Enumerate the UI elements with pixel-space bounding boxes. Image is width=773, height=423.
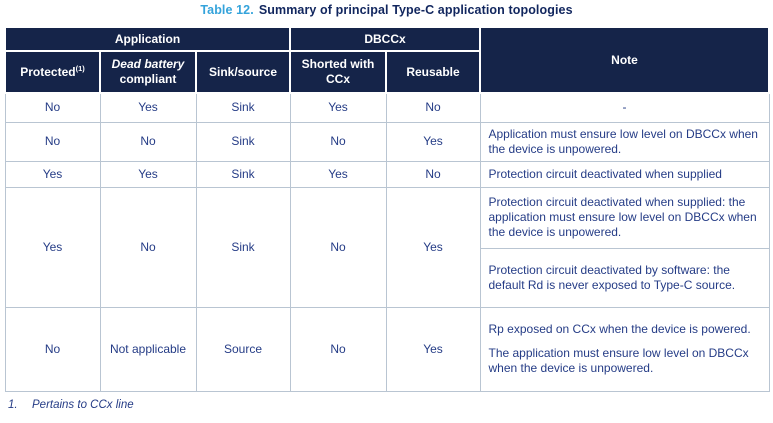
- cell-reusable: Yes: [385, 186, 481, 308]
- table-row: Protection circuit deactivated by softwa…: [5, 247, 770, 308]
- cell-note: Protection circuit deactivated by softwa…: [479, 247, 770, 308]
- col-group-dbccx: DBCCx: [289, 26, 481, 52]
- table-number-label: Table 12.: [200, 3, 254, 17]
- col-group-application: Application: [4, 26, 291, 52]
- table-row: No Not applicable Source No Yes Rp expos…: [4, 306, 770, 392]
- table-title: Table 12. Summary of principal Type-C app…: [0, 0, 773, 17]
- table-footnote: 1. Pertains to CCx line: [8, 399, 773, 411]
- cell-protected: Yes: [4, 186, 101, 308]
- cell-dead-battery: Not applicable: [99, 306, 197, 392]
- footnote-ref-1: (1): [75, 63, 85, 73]
- note-paragraph: Rp exposed on CCx when the device is pow…: [488, 322, 751, 336]
- dead-battery-line1: Dead battery: [111, 57, 185, 71]
- col-header-protected: Protected(1): [4, 50, 101, 94]
- cell-sink-source: Sink: [195, 92, 291, 123]
- protected-label: Protected: [20, 64, 76, 79]
- note-paragraph: The application must ensure low level on…: [488, 346, 749, 375]
- cell-sink-source: Sink: [195, 186, 291, 308]
- cell-reusable: No: [385, 92, 481, 123]
- cell-protected: No: [4, 306, 101, 392]
- cell-note: Rp exposed on CCx when the device is pow…: [479, 306, 770, 392]
- cell-sink-source: Sink: [195, 160, 291, 188]
- col-header-shorted-with-ccx: Shorted with CCx: [289, 50, 387, 94]
- cell-shorted: No: [289, 186, 387, 308]
- dead-battery-line2: compliant: [119, 72, 177, 86]
- col-header-note: Note: [479, 26, 770, 94]
- col-header-dead-battery: Dead battery compliant: [99, 50, 197, 94]
- cell-note: -: [479, 92, 770, 123]
- footnote-number: 1.: [8, 398, 18, 411]
- col-header-reusable: Reusable: [385, 50, 481, 94]
- cell-note: Protection circuit deactivated when supp…: [479, 186, 770, 249]
- table-body: No Yes Sink Yes No - No No Sink No Yes A…: [4, 92, 770, 392]
- cell-dead-battery: Yes: [99, 160, 197, 188]
- table-row: No Yes Sink Yes No -: [4, 92, 770, 123]
- cell-shorted: Yes: [289, 160, 387, 188]
- cell-dead-battery: No: [99, 121, 197, 162]
- cell-dead-battery: Yes: [99, 92, 197, 123]
- cell-protected: Yes: [4, 160, 101, 188]
- cell-protected: No: [4, 121, 101, 162]
- type-c-topology-table: Application DBCCx Note Protected(1) Dead…: [4, 26, 770, 392]
- cell-protected: No: [4, 92, 101, 123]
- table-header: Application DBCCx Note Protected(1) Dead…: [4, 26, 770, 94]
- cell-shorted: Yes: [289, 92, 387, 123]
- col-header-sink-source: Sink/source: [195, 50, 291, 94]
- header-column-row: Protected(1) Dead battery compliant Sink…: [4, 50, 769, 94]
- table-row: Yes No Sink No Yes Protection circuit de…: [4, 186, 770, 308]
- table-title-text: Summary of principal Type-C application …: [258, 3, 573, 17]
- cell-sink-source: Source: [195, 306, 291, 392]
- cell-shorted: No: [289, 121, 387, 162]
- footnote-text: Pertains to CCx line: [32, 398, 134, 411]
- cell-dead-battery: No: [99, 186, 197, 308]
- table-row: No No Sink No Yes Application must ensur…: [4, 121, 770, 162]
- header-group-row: Application DBCCx Note: [4, 26, 770, 94]
- cell-sink-source: Sink: [195, 121, 291, 162]
- cell-note: Protection circuit deactivated when supp…: [479, 160, 770, 188]
- table-row: Yes Yes Sink Yes No Protection circuit d…: [4, 160, 770, 188]
- cell-reusable: Yes: [385, 121, 481, 162]
- cell-reusable: No: [385, 160, 481, 188]
- cell-note: Application must ensure low level on DBC…: [479, 121, 770, 162]
- cell-reusable: Yes: [385, 306, 481, 392]
- cell-shorted: No: [289, 306, 387, 392]
